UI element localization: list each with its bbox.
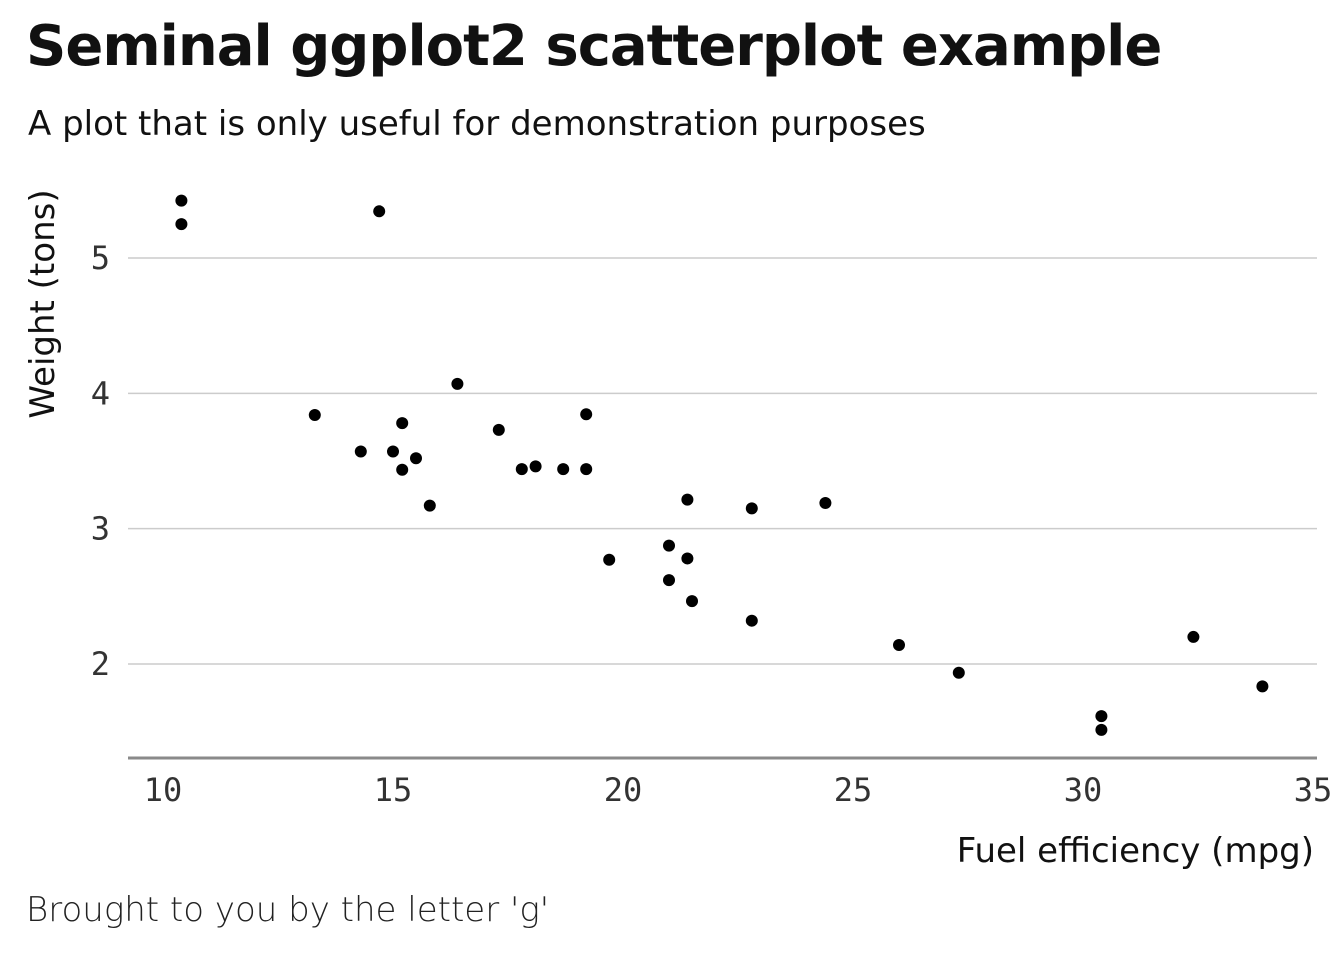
data-point bbox=[410, 452, 422, 465]
data-points bbox=[175, 194, 1269, 736]
data-point bbox=[175, 194, 188, 207]
data-point bbox=[423, 499, 436, 512]
data-point bbox=[681, 552, 694, 565]
data-point bbox=[580, 463, 593, 476]
chart-title: Seminal ggplot2 scatterplot example bbox=[26, 14, 1162, 79]
data-point bbox=[387, 445, 399, 458]
chart-subtitle: A plot that is only useful for demonstra… bbox=[28, 104, 926, 144]
y-axis-title: Weight (tons) bbox=[23, 189, 63, 418]
data-point bbox=[557, 463, 570, 476]
x-tick-labels: 10 15 20 25 30 35 bbox=[144, 771, 1333, 809]
y-tick-labels: 2 3 4 5 bbox=[91, 239, 110, 683]
data-point bbox=[893, 639, 905, 652]
data-point bbox=[686, 595, 698, 608]
data-point bbox=[663, 574, 675, 587]
x-tick-label: 15 bbox=[374, 771, 413, 809]
data-point bbox=[745, 502, 758, 515]
data-point bbox=[373, 205, 386, 218]
data-point bbox=[1187, 630, 1200, 643]
x-axis-title: Fuel efficiency (mpg) bbox=[957, 831, 1314, 871]
chart-caption: Brought to you by the letter 'g' bbox=[26, 890, 550, 930]
data-point bbox=[819, 496, 832, 509]
data-point bbox=[515, 463, 528, 476]
x-tick-label: 30 bbox=[1064, 771, 1103, 809]
data-point bbox=[745, 614, 758, 627]
data-point bbox=[175, 218, 188, 231]
y-tick-label: 3 bbox=[91, 510, 110, 548]
y-tick-label: 5 bbox=[91, 239, 110, 277]
y-tick-label: 2 bbox=[91, 645, 110, 683]
data-point bbox=[396, 463, 409, 476]
data-point bbox=[396, 417, 409, 430]
data-point bbox=[603, 553, 616, 566]
data-point bbox=[1095, 723, 1108, 736]
x-tick-label: 25 bbox=[834, 771, 873, 809]
data-point bbox=[1095, 710, 1108, 723]
data-point bbox=[681, 493, 694, 506]
data-point bbox=[1256, 680, 1269, 693]
x-tick-label: 10 bbox=[144, 771, 183, 809]
data-point bbox=[529, 460, 542, 473]
data-point bbox=[492, 423, 505, 436]
data-point bbox=[580, 408, 593, 421]
x-tick-label: 35 bbox=[1294, 771, 1333, 809]
data-point bbox=[451, 377, 464, 390]
data-point bbox=[308, 408, 321, 421]
y-tick-label: 4 bbox=[91, 374, 110, 412]
data-point bbox=[663, 539, 675, 552]
data-point bbox=[354, 445, 367, 458]
data-point bbox=[952, 666, 965, 679]
grid-lines bbox=[128, 257, 1317, 665]
x-tick-label: 20 bbox=[604, 771, 643, 809]
